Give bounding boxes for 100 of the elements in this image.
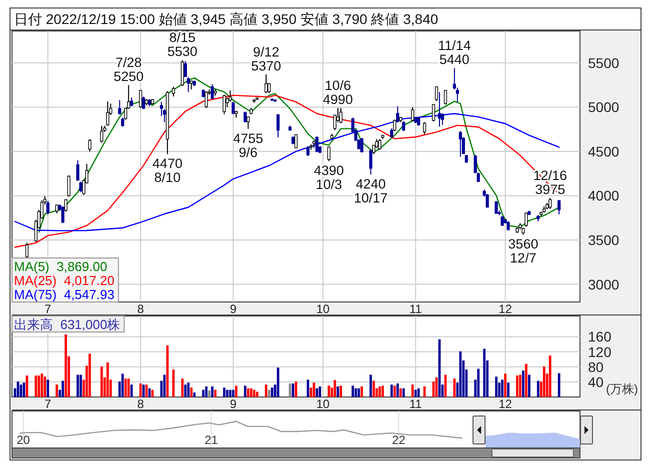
bar (34, 376, 38, 397)
annotation: 7/28 5250 (114, 55, 144, 84)
bar (235, 386, 238, 397)
bar (187, 382, 190, 397)
bar (402, 388, 405, 397)
bar (519, 374, 522, 397)
bar (121, 374, 124, 397)
bar (558, 373, 560, 397)
bar (340, 386, 342, 397)
bar (396, 383, 399, 397)
x-tick-label: 10 (316, 302, 330, 316)
bar (352, 386, 354, 397)
bar (214, 390, 216, 397)
annotation: 11/14 5440 (438, 38, 472, 68)
bar (382, 386, 384, 397)
bar (256, 392, 258, 397)
x-tick-label: 8 (137, 302, 144, 316)
bar (276, 368, 280, 397)
bar (38, 376, 40, 397)
bar (336, 386, 340, 397)
x-tick-label: 11 (409, 397, 422, 411)
bar (252, 390, 256, 397)
x-tick-label: 10 (316, 397, 330, 411)
annotation: 8/15 5530 (167, 30, 198, 60)
y-tick-label: 160 (588, 328, 612, 345)
x-tick-label: 22 (392, 433, 406, 447)
bar (507, 382, 510, 397)
annotation: 4390 10/3 (314, 163, 344, 192)
annotation: 10/6 4990 (322, 78, 353, 108)
bar (244, 386, 246, 397)
bar (522, 370, 524, 397)
x-tick-label: 9 (230, 397, 237, 411)
y-axis-title: (万株) (606, 382, 638, 396)
x-tick-label: 9 (230, 302, 237, 316)
bar (370, 374, 372, 397)
bar (56, 384, 58, 397)
bar (88, 354, 91, 397)
bar (528, 374, 530, 397)
bar (193, 392, 196, 397)
x-tick-label: 12 (498, 397, 512, 411)
x-tick-label: 8 (137, 397, 144, 411)
y-tick-label: 4500 (588, 143, 620, 160)
x-tick-label: 20 (16, 433, 30, 447)
bar (181, 378, 184, 397)
bar (202, 390, 205, 397)
annotation: 4240 10/17 (354, 176, 388, 206)
bar (411, 384, 414, 397)
y-tick-label: 4000 (588, 188, 620, 204)
bar (62, 380, 64, 397)
bar (328, 386, 330, 397)
bar (268, 390, 270, 397)
y-tick-label: 3500 (588, 232, 620, 248)
y-tick-label: 80 (588, 358, 604, 375)
bar (360, 386, 363, 397)
y-tick-label: 5000 (588, 99, 620, 116)
bar (205, 386, 208, 397)
bar (417, 388, 420, 397)
x-tick-label: 7 (44, 302, 52, 316)
bar (501, 380, 504, 397)
bar (477, 368, 480, 397)
bar (453, 378, 456, 397)
bar (542, 366, 546, 397)
bar (46, 380, 50, 397)
bar (190, 388, 193, 397)
bar (536, 380, 540, 397)
bar (223, 388, 226, 397)
y-tick-label: 5500 (588, 54, 620, 71)
bar (172, 370, 175, 397)
bar (264, 384, 268, 397)
bar (372, 380, 375, 397)
bar (76, 374, 79, 397)
x-tick-label: 11 (409, 302, 422, 316)
annotation: 3560 12/7 (508, 236, 538, 266)
bar (358, 388, 360, 397)
bar (64, 334, 68, 397)
y-tick-label: 120 (588, 344, 612, 360)
bar (270, 388, 274, 397)
bar (483, 348, 486, 397)
x-tick-label: 21 (204, 433, 218, 447)
annotation: 4755 9/6 (233, 130, 264, 160)
text: MA(5) 3,869.00 (14, 259, 108, 274)
bar (130, 384, 133, 397)
bar (548, 356, 552, 397)
y-tick-label: 3000 (588, 276, 620, 292)
bar (354, 388, 357, 397)
x-tick-label: 7 (44, 397, 52, 411)
bar (414, 390, 417, 397)
bar (495, 376, 498, 397)
bar (459, 351, 462, 397)
bar (334, 380, 336, 397)
bar (184, 384, 187, 397)
chart-title: 出来高 631,000株 (14, 317, 120, 332)
annotation: 9/12 5370 (251, 44, 282, 74)
bar (232, 390, 234, 397)
text: MA(75) 4,547.93 (14, 287, 114, 302)
annotation: 4470 8/10 (152, 156, 182, 186)
bar (80, 374, 82, 397)
bar (100, 366, 103, 397)
bar (390, 384, 393, 397)
series-label: MA(25) 4,017.20 (14, 273, 114, 288)
